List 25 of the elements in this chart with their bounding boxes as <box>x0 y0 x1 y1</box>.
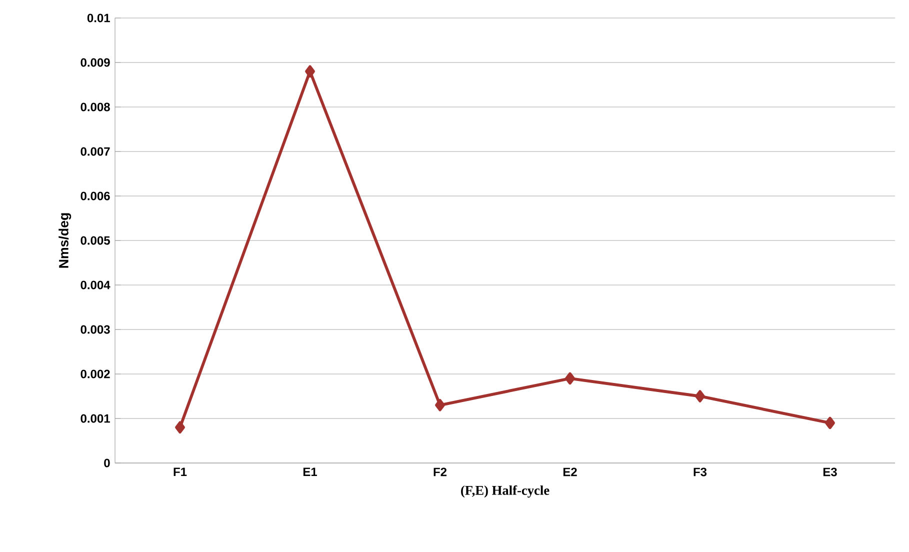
x-tick-label: E2 <box>563 468 577 476</box>
y-tick-label: 0.009 <box>80 58 110 67</box>
y-tick-label: 0.005 <box>80 236 110 245</box>
y-tick-label: 0 <box>104 458 110 468</box>
y-tick-label: 0.007 <box>80 147 110 156</box>
point <box>695 390 705 402</box>
y-tick-label: 0.001 <box>80 414 110 423</box>
y-tick-label: 0.008 <box>80 102 110 112</box>
x-tick-label: E1 <box>303 468 318 476</box>
y-axis-title: Nms/deg <box>58 213 72 268</box>
x-tick-label: F3 <box>694 468 707 476</box>
y-tick-label: 0.003 <box>80 325 110 334</box>
point <box>565 372 575 385</box>
point <box>175 421 185 434</box>
x-tick-label: F2 <box>434 468 447 476</box>
point <box>305 65 315 78</box>
y-tick-label: 0.01 <box>87 14 110 22</box>
point <box>825 416 835 430</box>
y-tick-label: 0.004 <box>80 280 110 290</box>
x-tick-label: E3 <box>823 468 837 476</box>
y-tick-label: 0.002 <box>80 370 110 378</box>
y-tick-label: 0.006 <box>80 192 110 200</box>
x-axis-title: (F,E) Half-cycle <box>461 485 550 498</box>
point <box>435 399 445 412</box>
x-tick-label: F1 <box>174 468 187 476</box>
